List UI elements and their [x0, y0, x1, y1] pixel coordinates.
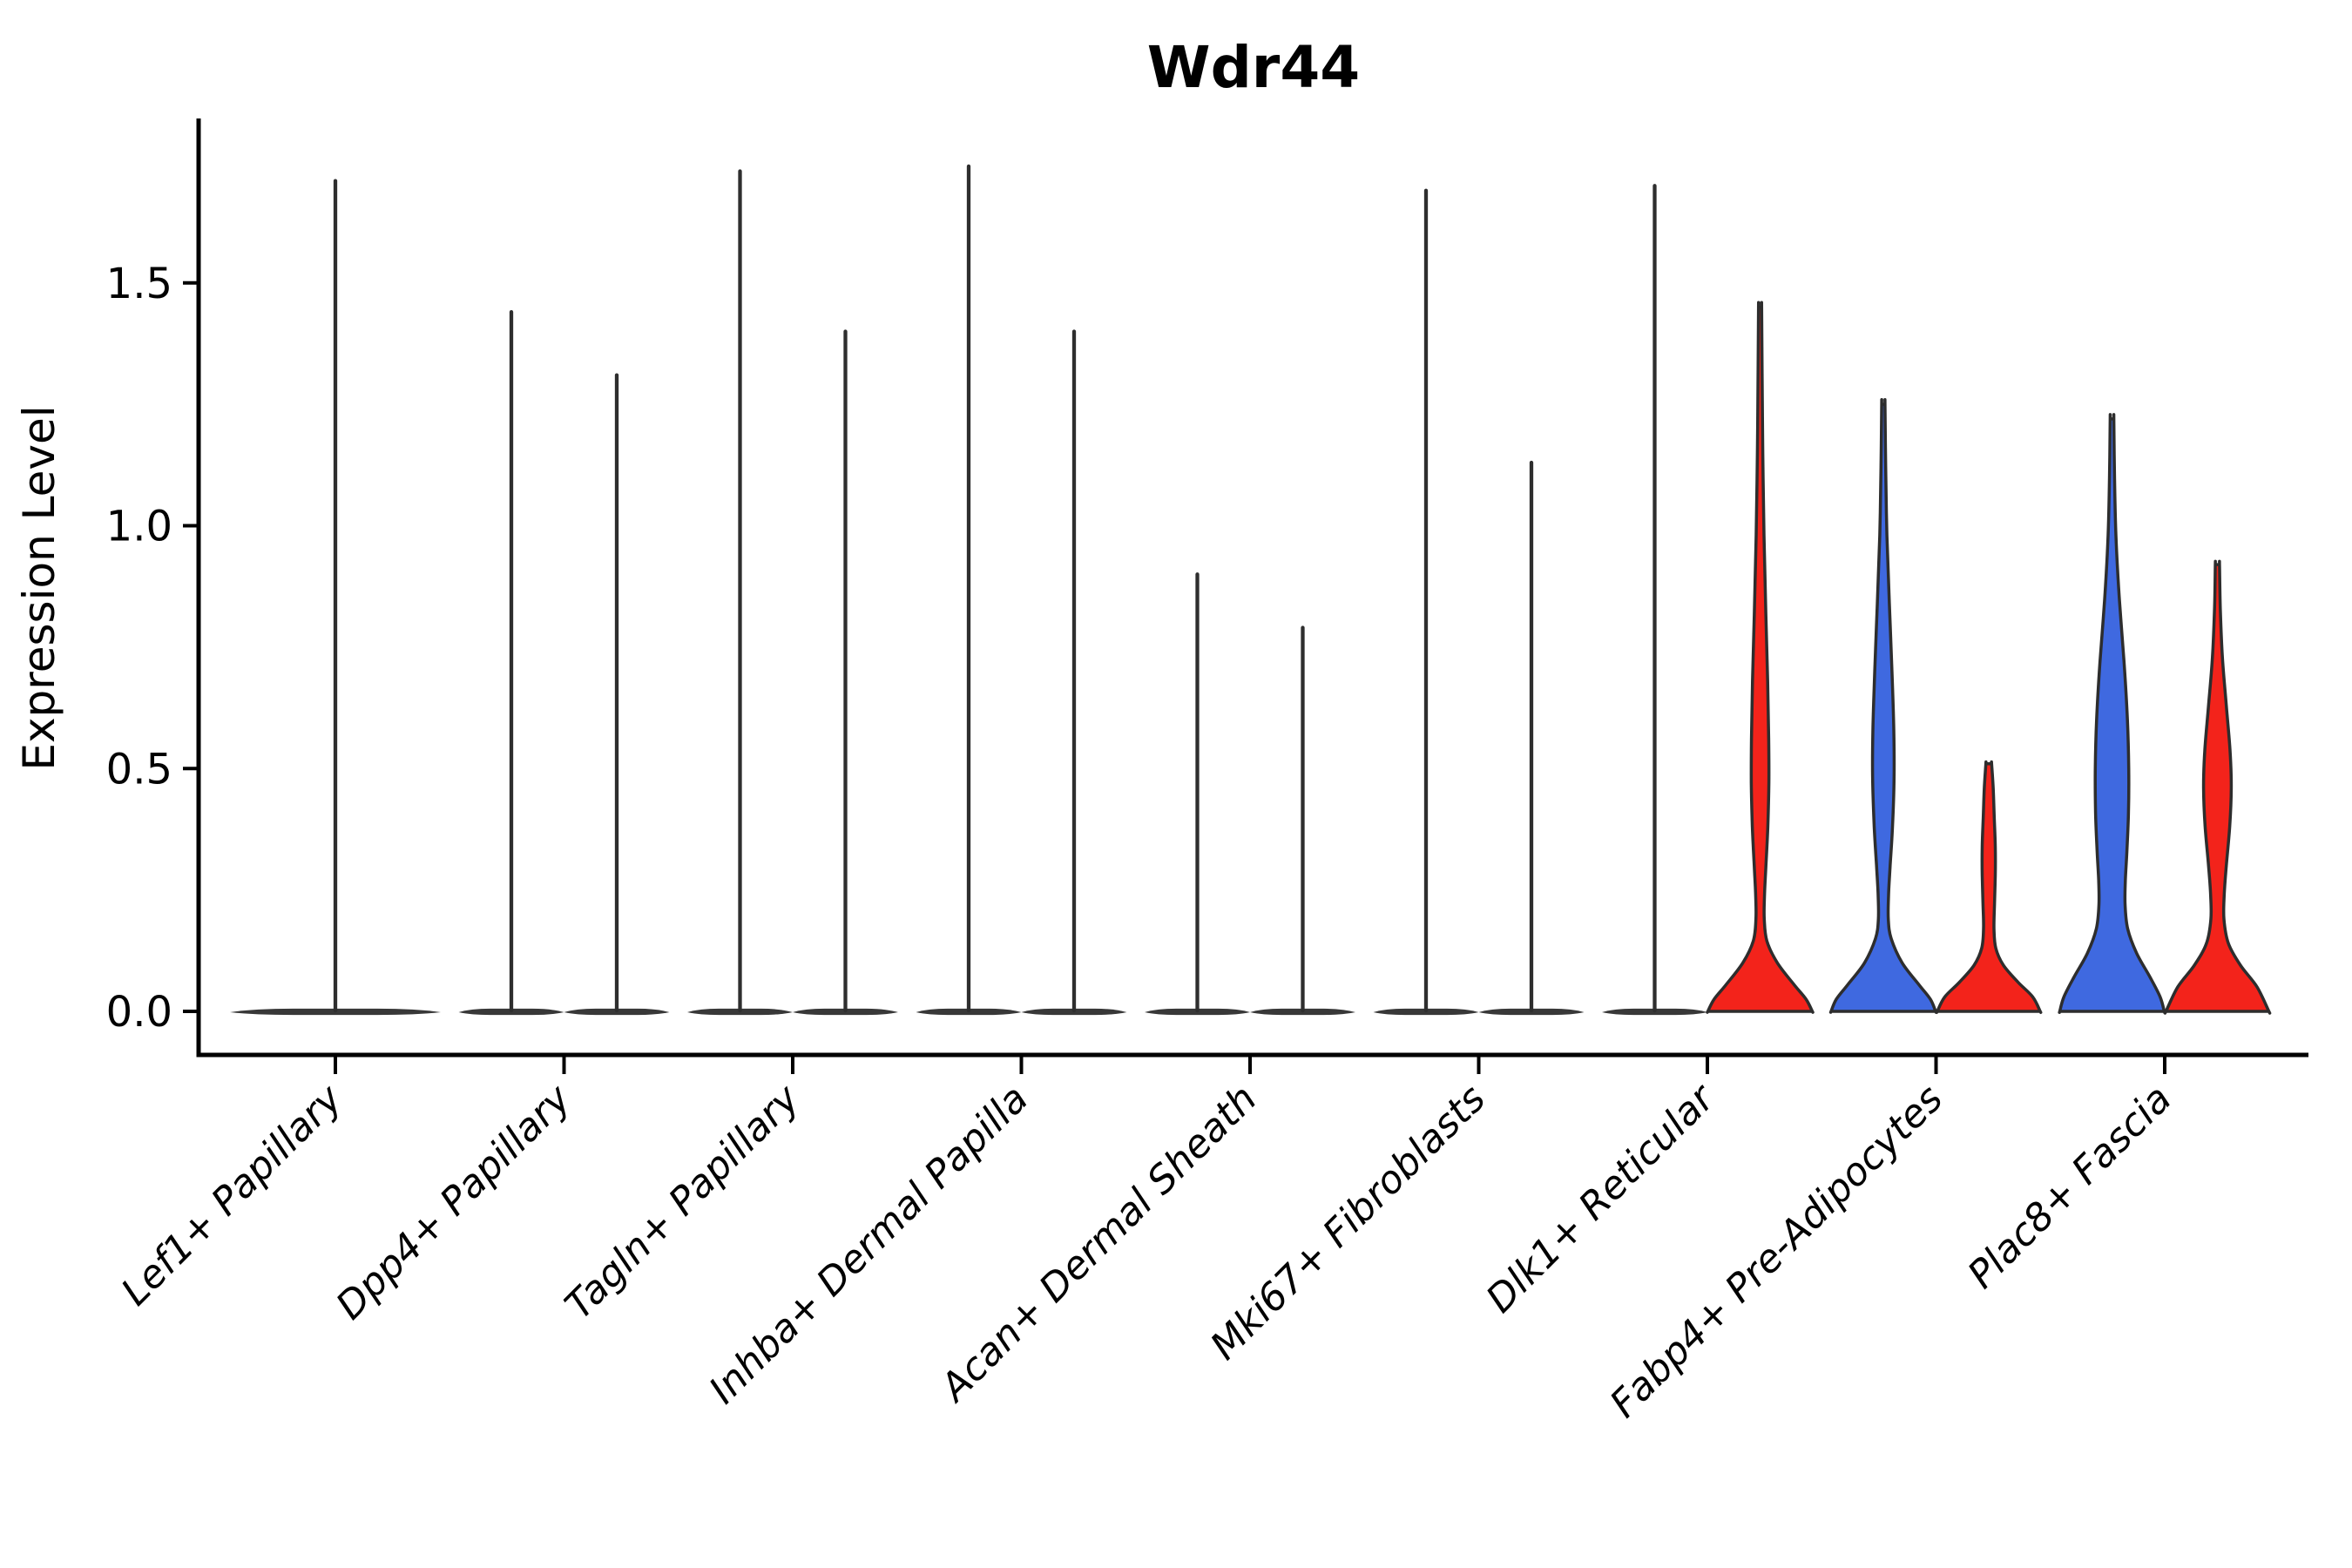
red-violin: [1935, 760, 2043, 1014]
y-tick-label: 1.0: [106, 503, 172, 551]
x-tick-label: Dlk1+ Reticular: [1477, 1075, 1724, 1321]
x-tick-label: Tagln+ Papillary: [557, 1076, 808, 1328]
y-axis-ticks: 0.0 0.5 1.0 1.5: [106, 260, 199, 1037]
red-violin: [1706, 301, 1815, 1014]
x-tick-label: Dpp4+ Papillary: [328, 1076, 580, 1328]
x-tick-label: Lef1+ Papillary: [113, 1076, 352, 1315]
y-tick-label: 0.5: [106, 745, 172, 794]
y-tick-label: 0.0: [106, 988, 172, 1037]
x-tick-label: Plac8+ Fascia: [1959, 1077, 2180, 1297]
y-axis-label: Expression Level: [14, 405, 64, 770]
red-violin: [2163, 559, 2272, 1015]
violins: [230, 164, 2272, 1016]
plot-title: Wdr44: [1147, 34, 1360, 101]
blue-violin: [1828, 398, 1938, 1014]
y-tick-label: 1.5: [106, 260, 172, 308]
blue-violin: [2058, 413, 2166, 1014]
